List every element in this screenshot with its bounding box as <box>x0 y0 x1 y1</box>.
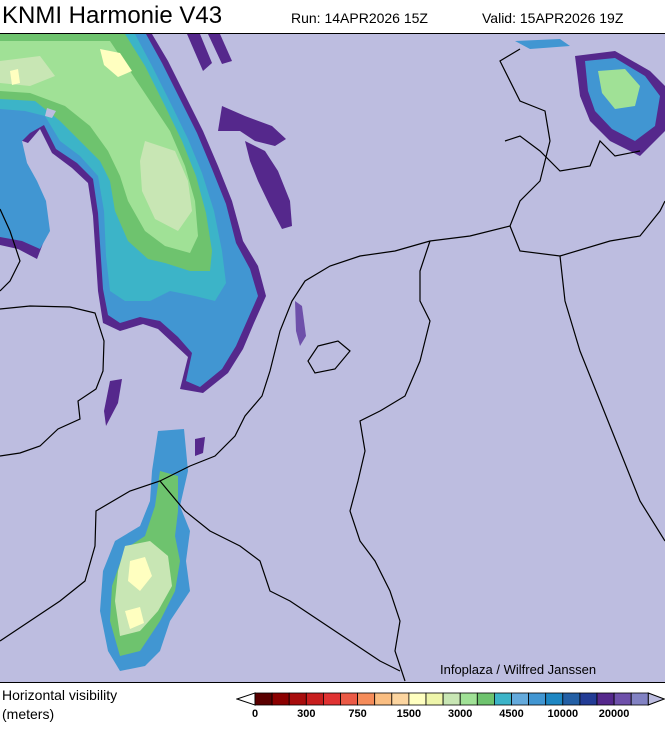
model-title: KNMI Harmonie V43 <box>2 2 223 29</box>
colorbar-box <box>425 692 444 706</box>
coastlines <box>0 48 665 682</box>
valid-time: Valid: 15APR2026 19Z <box>482 10 624 26</box>
colorbar-box <box>271 692 290 706</box>
colorbar-box <box>305 692 324 706</box>
colorbar-box <box>528 692 547 706</box>
colorbar-box <box>630 692 649 706</box>
colorbar-box <box>545 692 564 706</box>
colorbar-box <box>442 692 461 706</box>
colorbar-box <box>493 692 512 706</box>
colorbar-tick-label: 4500 <box>499 708 524 720</box>
map-credit: Infoplaza / Wilfred Janssen <box>440 662 597 677</box>
legend-title: Horizontal visibility (meters) <box>2 686 117 724</box>
colorbar-over-arrow <box>647 692 665 706</box>
colorbar-box <box>357 692 376 706</box>
colorbar-tick-label: 10000 <box>547 708 579 720</box>
colorbar-tick-label: 300 <box>297 708 316 720</box>
run-time: Run: 14APR2026 15Z <box>291 10 428 26</box>
fog-streaks <box>104 34 306 426</box>
map-canvas <box>0 34 665 682</box>
colorbar-box <box>340 692 359 706</box>
colorbar-box <box>459 692 478 706</box>
colorbar-box <box>476 692 495 706</box>
colorbar-tick-label: 20000 <box>598 708 630 720</box>
legend-title-line1: Horizontal visibility <box>2 687 118 703</box>
colorbar-box <box>408 692 427 706</box>
colorbar-tick-label: 750 <box>348 708 367 720</box>
colorbar-box <box>613 692 632 706</box>
visibility-colorbar <box>236 692 665 706</box>
colorbar-box <box>511 692 530 706</box>
colorbar-box <box>391 692 410 706</box>
visibility-map: Infoplaza / Wilfred Janssen <box>0 33 665 683</box>
colorbar-under-arrow <box>236 692 256 706</box>
colorbar-box <box>288 692 307 706</box>
colorbar-box <box>323 692 341 706</box>
colorbar-box <box>374 692 393 706</box>
colorbar-box <box>254 692 273 706</box>
legend-title-line2: (meters) <box>2 706 55 722</box>
colorbar-tick-label: 3000 <box>447 708 473 720</box>
colorbar-box <box>596 692 615 706</box>
colorbar-tick-label: 1500 <box>396 708 422 720</box>
fog-area-northeast <box>515 39 665 156</box>
fog-area-north-sea <box>0 34 266 393</box>
colorbar-box <box>579 692 598 706</box>
colorbar-tick-label: 0 <box>251 708 259 720</box>
colorbar-box <box>562 692 581 706</box>
fog-area-south <box>100 429 205 671</box>
